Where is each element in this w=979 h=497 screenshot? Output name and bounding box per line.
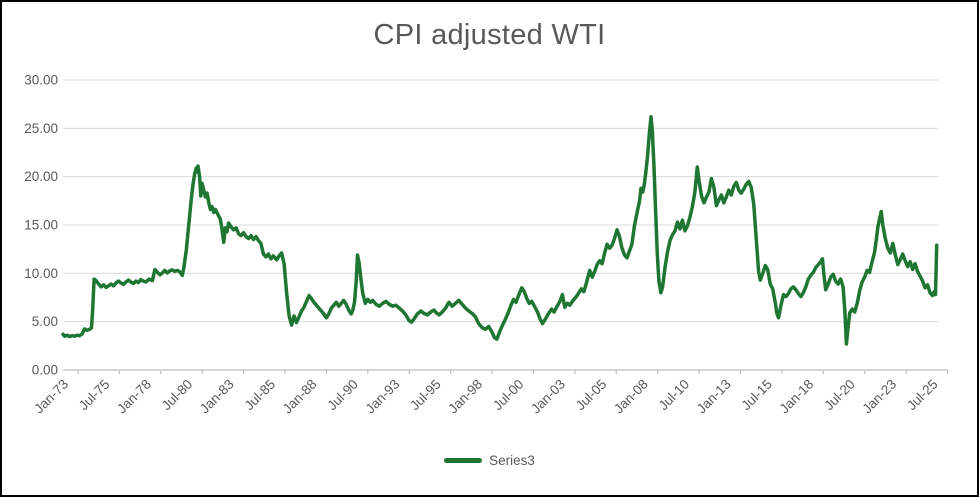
y-tick-label: 0.00 xyxy=(32,363,58,378)
x-tick-label: Jan-03 xyxy=(528,377,568,417)
x-tick-label: Jan-73 xyxy=(31,377,71,417)
x-tick-label: Jan-18 xyxy=(777,377,817,417)
legend-line-swatch-icon xyxy=(444,458,483,463)
x-tick-label: Jul-95 xyxy=(407,377,444,414)
x-tick-label: Jul-10 xyxy=(656,377,693,414)
x-tick-label: Jan-83 xyxy=(197,377,237,417)
x-tick-label: Jan-78 xyxy=(114,377,154,417)
y-tick-label: 30.00 xyxy=(24,73,58,88)
x-tick-label: Jul-20 xyxy=(821,377,858,414)
legend-series-label: Series3 xyxy=(489,453,535,468)
x-tick-label: Jul-05 xyxy=(573,377,610,414)
x-tick-label: Jul-90 xyxy=(324,377,361,414)
y-tick-label: 20.00 xyxy=(24,169,58,184)
y-tick-label: 25.00 xyxy=(24,121,58,136)
x-tick-label: Jan-08 xyxy=(611,377,651,417)
x-tick-label: Jan-13 xyxy=(694,377,734,417)
x-tick-label: Jul-25 xyxy=(904,377,941,414)
y-tick-label: 15.00 xyxy=(24,218,58,233)
x-tick-label: Jul-75 xyxy=(76,377,113,414)
x-tick-label: Jan-88 xyxy=(280,377,320,417)
chart-title: CPI adjusted WTI xyxy=(373,19,606,51)
x-tick-label: Jul-00 xyxy=(490,377,527,414)
x-tick-label: Jul-15 xyxy=(738,377,775,414)
x-tick-label: Jul-80 xyxy=(159,377,196,414)
y-tick-label: 10.00 xyxy=(24,266,58,281)
x-tick-label: Jan-23 xyxy=(859,377,899,417)
series-line xyxy=(61,114,939,346)
y-tick-label: 5.00 xyxy=(32,314,58,329)
x-tick-label: Jan-98 xyxy=(445,377,485,417)
legend: Series3 xyxy=(0,453,979,468)
x-tick-label: Jan-93 xyxy=(363,377,403,417)
x-tick-label: Jul-85 xyxy=(242,377,279,414)
